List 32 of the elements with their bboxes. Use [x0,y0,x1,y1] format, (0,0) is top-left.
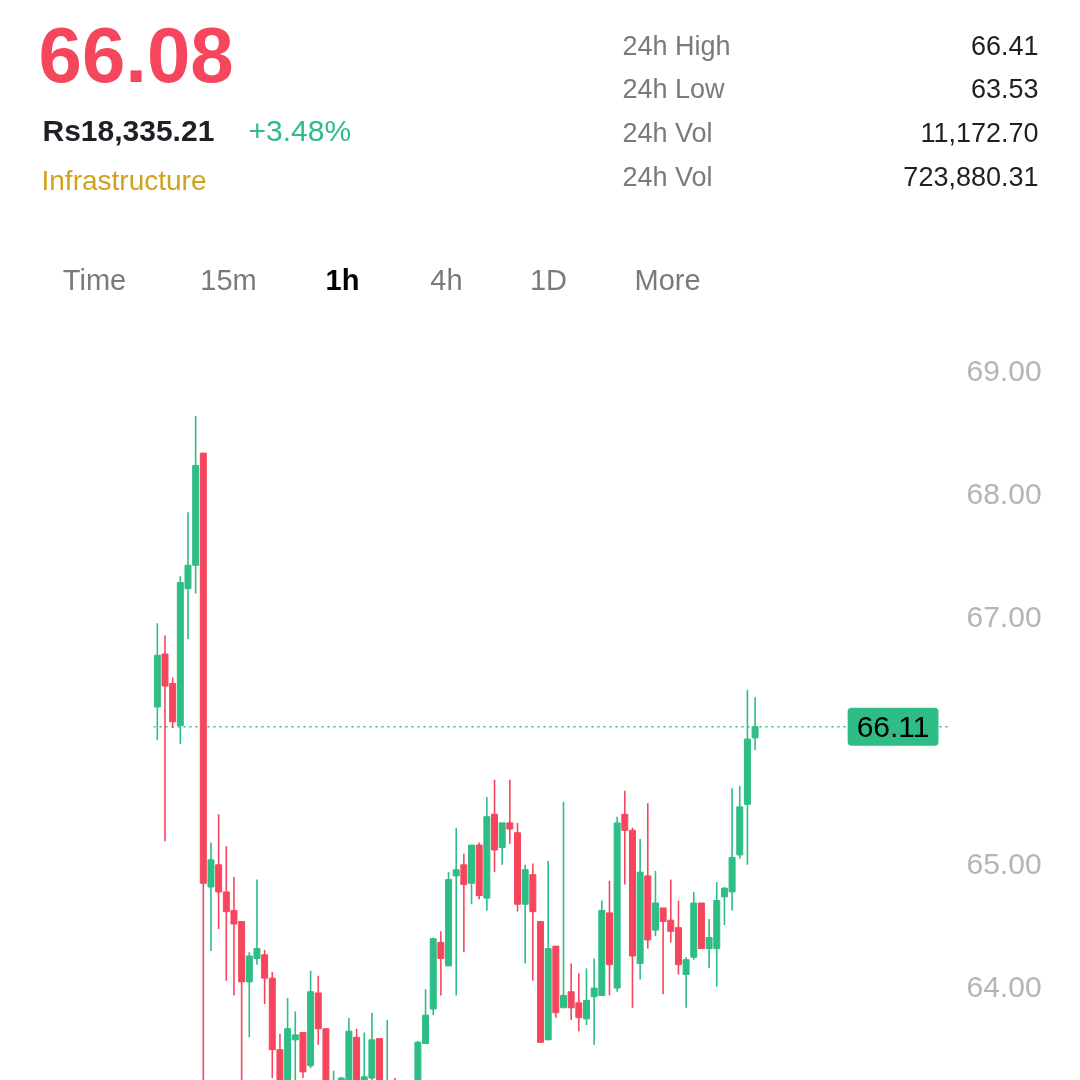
candlestick [560,801,567,1009]
text: 24h Vol [622,161,713,192]
text: +3.48% [248,114,352,147]
text: 24h Vol [622,117,713,148]
text: More [634,263,701,296]
candlestick [682,956,690,1009]
candlestick [460,852,468,954]
y-tick-label: 64.00 [966,969,1042,1003]
text: 11,172.70 [920,118,1039,148]
candlestick [751,696,759,751]
text: 4h [430,263,463,296]
y-tick-label: 65.00 [966,846,1042,880]
text: 1h [325,263,360,296]
text: 24h Low [622,73,726,104]
ref-line-label: 66.11 [856,709,930,743]
text: Infrastructure [41,165,207,196]
text: 723,880.31 [903,162,1039,192]
text: 15m [200,263,257,296]
text: 24h High [622,30,731,61]
candlestick [506,778,514,845]
candlestick [452,827,460,997]
text: 1D [529,263,568,296]
y-tick-label: 67.00 [966,600,1042,634]
candlestick [583,967,590,1026]
text: Rs18,335.21 [42,114,215,147]
text: 66.41 [970,31,1039,61]
text: 63.53 [970,74,1039,104]
candlestick [437,930,445,997]
y-tick-label: 68.00 [966,476,1042,510]
y-tick-label: 69.00 [966,353,1042,387]
text: 66.08 [38,10,234,99]
text: Time [62,263,127,296]
